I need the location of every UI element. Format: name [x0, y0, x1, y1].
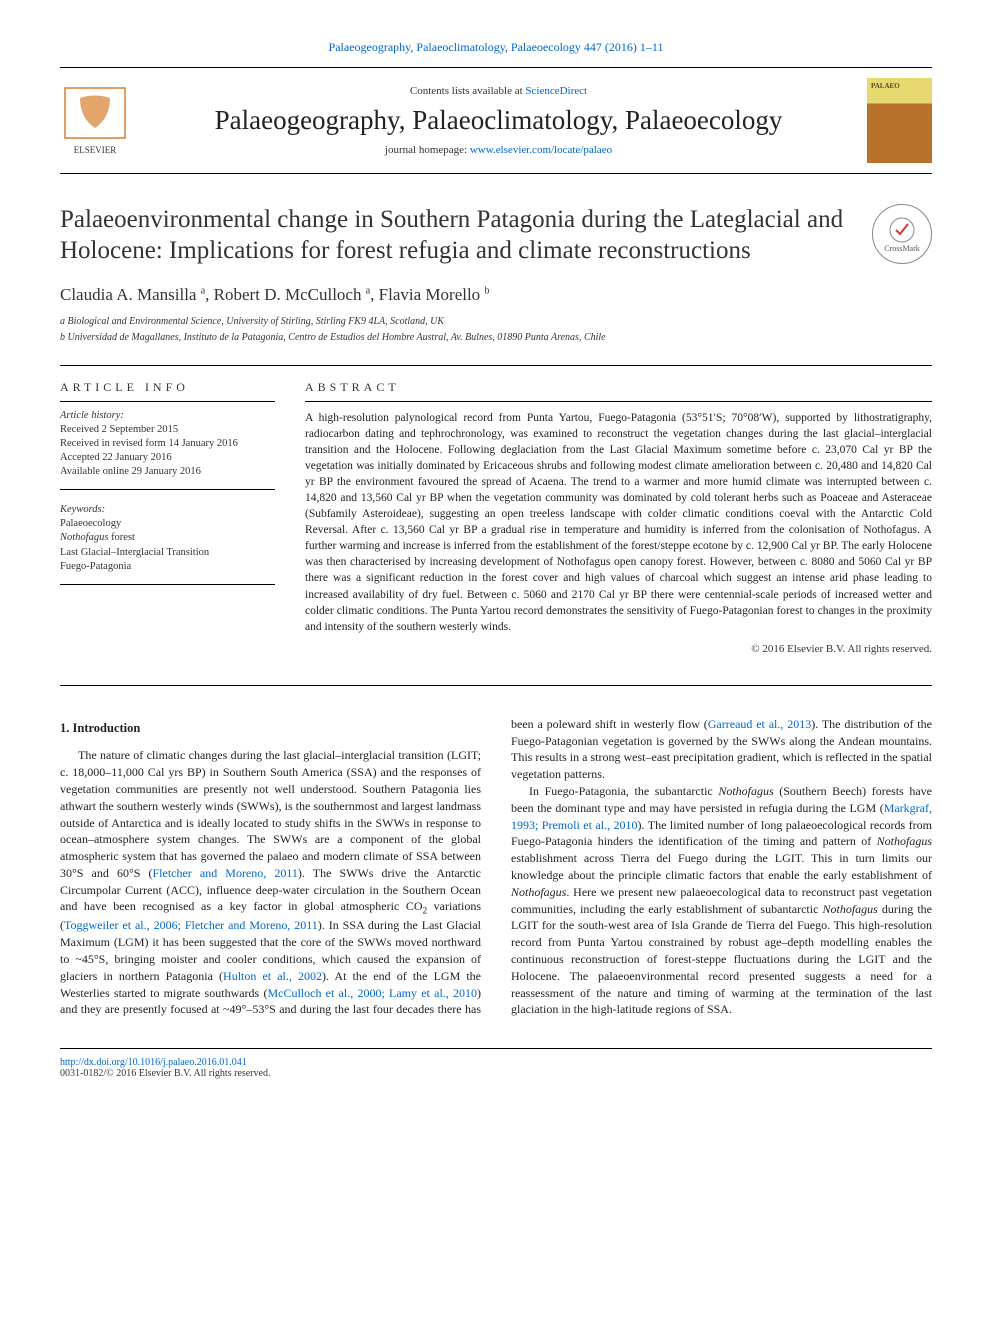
citation[interactable]: Toggweiler et al., 2006; Fletcher and Mo…	[64, 918, 318, 932]
history-line: Received in revised form 14 January 2016	[60, 437, 275, 451]
contents-prefix: Contents lists available at	[410, 85, 525, 97]
keyword: Last Glacial–Interglacial Transition	[60, 546, 275, 560]
abstract-copyright: © 2016 Elsevier B.V. All rights reserved…	[305, 643, 932, 655]
sciencedirect-link[interactable]: ScienceDirect	[525, 85, 587, 97]
homepage-line: journal homepage: www.elsevier.com/locat…	[145, 144, 852, 156]
abstract-panel: ABSTRACT A high-resolution palynological…	[305, 380, 932, 655]
history-line: Accepted 22 January 2016	[60, 451, 275, 465]
crossmark-label: CrossMark	[873, 244, 931, 253]
article-title: Palaeoenvironmental change in Southern P…	[60, 204, 852, 267]
contents-line: Contents lists available at ScienceDirec…	[145, 85, 852, 97]
elsevier-logo: ELSEVIER	[60, 83, 130, 158]
history-line: Received 2 September 2015	[60, 423, 275, 437]
doi-link[interactable]: http://dx.doi.org/10.1016/j.palaeo.2016.…	[60, 1057, 247, 1068]
citation[interactable]: Garreaud et al., 2013	[708, 717, 811, 731]
svg-text:ELSEVIER: ELSEVIER	[74, 145, 117, 155]
authors: Claudia A. Mansilla a, Robert D. McCullo…	[60, 285, 932, 305]
journal-header: ELSEVIER Contents lists available at Sci…	[60, 67, 932, 174]
affiliations: a Biological and Environmental Science, …	[60, 315, 932, 345]
divider	[60, 685, 932, 686]
keywords-label: Keywords:	[60, 504, 275, 515]
section-1-heading: 1. Introduction	[60, 720, 481, 738]
citation[interactable]: Hulton et al., 2002	[223, 969, 322, 983]
homepage-link[interactable]: www.elsevier.com/locate/palaeo	[470, 144, 612, 156]
citation[interactable]: Fletcher and Moreno, 2011	[152, 866, 297, 880]
affiliation-b: b Universidad de Magallanes, Instituto d…	[60, 331, 932, 345]
page-footer: http://dx.doi.org/10.1016/j.palaeo.2016.…	[60, 1048, 932, 1079]
affiliation-a: a Biological and Environmental Science, …	[60, 315, 932, 329]
keyword: Fuego-Patagonia	[60, 560, 275, 574]
history-line: Available online 29 January 2016	[60, 465, 275, 479]
crossmark-badge[interactable]: CrossMark	[872, 204, 932, 264]
citation[interactable]: McCulloch et al., 2000; Lamy et al., 201…	[267, 986, 477, 1000]
issn-line: 0031-0182/© 2016 Elsevier B.V. All right…	[60, 1068, 932, 1079]
journal-name: Palaeogeography, Palaeoclimatology, Pala…	[145, 105, 852, 136]
article-info-heading: ARTICLE INFO	[60, 380, 275, 402]
keyword: Nothofagus forest	[60, 531, 275, 545]
abstract-text: A high-resolution palynological record f…	[305, 410, 932, 635]
paragraph-2: In Fuego-Patagonia, the subantarctic Not…	[511, 783, 932, 1018]
body-text: 1. Introduction The nature of climatic c…	[60, 716, 932, 1018]
article-info-panel: ARTICLE INFO Article history: Received 2…	[60, 380, 275, 655]
history-label: Article history:	[60, 410, 275, 421]
abstract-heading: ABSTRACT	[305, 380, 932, 402]
homepage-prefix: journal homepage:	[385, 144, 470, 156]
keyword: Palaeoecology	[60, 517, 275, 531]
journal-reference: Palaeogeography, Palaeoclimatology, Pala…	[60, 40, 932, 55]
journal-cover-thumbnail	[867, 78, 932, 163]
